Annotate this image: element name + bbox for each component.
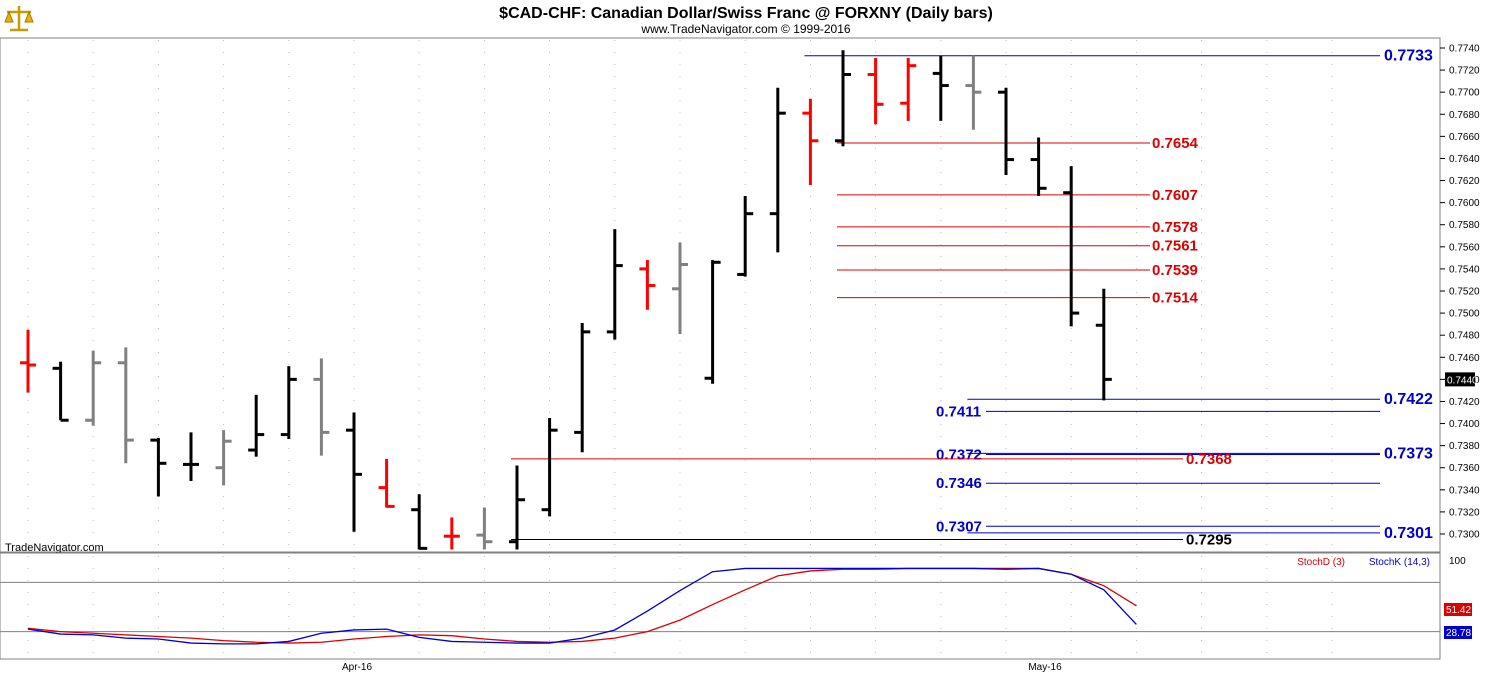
level-label: 0.7607 (1152, 187, 1198, 204)
ohlc-bar (737, 196, 754, 277)
level-label: 0.7368 (1186, 451, 1232, 468)
level-label: 0.7373 (1384, 445, 1433, 462)
stochastic-tick: 100 (1449, 556, 1466, 567)
price-panel (0, 37, 1441, 553)
y-tick-label: 0.7500 (1449, 309, 1480, 320)
ohlc-bar (574, 323, 591, 453)
price-levels: 0.7733 0.7654 0.7607 0.7578 0.7561 0.7539 0.75… (511, 48, 1433, 549)
ohlc-bar (769, 87, 786, 253)
level-label: 0.7422 (1384, 391, 1433, 408)
stochk-legend: StochK (14,3) (1369, 557, 1430, 568)
level-label: 0.7411 (936, 403, 981, 420)
y-tick-label: 0.7700 (1449, 88, 1480, 99)
ohlc-bar (183, 432, 199, 481)
ohlc-bar (1095, 288, 1112, 401)
level-label: 0.7578 (1152, 219, 1198, 236)
ohlc-bar (443, 517, 460, 550)
ohlc-bar (346, 412, 362, 532)
ohlc-bar (20, 329, 36, 393)
level-label: 0.7307 (936, 518, 982, 535)
last-price-badge: 0.7440 (1445, 372, 1478, 387)
y-tick-label: 0.7540 (1449, 264, 1480, 275)
stochd-value-badge: 51.42 (1444, 603, 1472, 616)
y-tick-label: 0.7680 (1449, 110, 1480, 121)
x-label-apr: Apr-16 (342, 662, 372, 673)
y-tick-label: 0.7460 (1449, 353, 1480, 364)
ohlc-bar (411, 494, 428, 550)
stochastic-lines (27, 567, 1137, 645)
y-tick-label: 0.7600 (1449, 198, 1480, 209)
chart-subtitle: www.TradeNavigator.com © 1999-2016 (640, 22, 850, 36)
ohlc-bar (280, 366, 297, 440)
ohlc-bar (704, 260, 721, 384)
price-axis: 0.7740 0.7720 0.7700 0.7680 0.7660 0.7640 0.76… (1440, 44, 1480, 541)
level-label: 0.7539 (1152, 262, 1198, 279)
ohlc-bar (965, 55, 982, 130)
ohlc-bar (52, 361, 69, 422)
level-label: 0.7301 (1384, 525, 1433, 542)
time-axis: Apr-16 May-16 (342, 662, 1062, 673)
ohlc-bars (20, 50, 1112, 550)
y-tick-label: 0.7620 (1449, 176, 1480, 187)
y-tick-label: 0.7400 (1449, 419, 1480, 430)
y-tick-label: 0.7380 (1449, 441, 1480, 452)
ohlc-bar (802, 98, 819, 185)
y-tick-label: 0.7520 (1449, 287, 1480, 298)
x-label-may: May-16 (1028, 662, 1062, 673)
ohlc-bar (85, 350, 102, 426)
level-label: 0.7514 (1152, 290, 1199, 307)
ohlc-bar (998, 87, 1014, 176)
ohlc-bar (117, 347, 134, 464)
ohlc-bar (248, 394, 265, 457)
stochd-last-value: 51.42 (1446, 605, 1471, 616)
level-label: 0.7346 (936, 475, 982, 492)
level-label: 0.7295 (1186, 532, 1232, 549)
ohlc-bar (932, 55, 949, 121)
stochastic-series-line (27, 567, 1137, 645)
y-tick-label: 0.7560 (1449, 242, 1480, 253)
ohlc-bar (1063, 166, 1080, 327)
stochd-legend: StochD (3) (1297, 557, 1345, 568)
ohlc-bar (313, 358, 330, 456)
y-tick-label: 0.7480 (1449, 331, 1480, 342)
y-tick-label: 0.7340 (1449, 485, 1480, 496)
ohlc-bar (835, 50, 851, 147)
logo-icon (4, 4, 34, 34)
ohlc-bar (378, 458, 395, 508)
y-tick-label: 0.7320 (1449, 507, 1480, 518)
last-price-label: 0.7440 (1447, 375, 1478, 386)
ohlc-bar (509, 465, 525, 550)
level-label: 0.7733 (1384, 48, 1433, 65)
y-tick-label: 0.7300 (1449, 530, 1480, 541)
ohlc-bar (215, 430, 232, 486)
y-tick-label: 0.7720 (1449, 66, 1480, 77)
ohlc-bar (541, 418, 558, 517)
ohlc-bar (639, 260, 656, 310)
price-grid (27, 40, 1333, 550)
y-tick-label: 0.7360 (1449, 463, 1480, 474)
ohlc-bar (1030, 137, 1047, 197)
ohlc-bar (900, 57, 917, 121)
level-label: 0.7654 (1152, 135, 1199, 152)
y-tick-label: 0.7420 (1449, 397, 1480, 408)
stochk-value-badge: 28.78 (1444, 626, 1472, 639)
ohlc-bar (150, 437, 167, 497)
ohlc-bar (606, 229, 623, 340)
level-label: 0.7561 (1152, 238, 1198, 255)
ohlc-bar (867, 57, 884, 125)
ohlc-bar (672, 242, 688, 335)
watermark-text: TradeNavigator.com (5, 542, 104, 554)
chart-title: $CAD-CHF: Canadian Dollar/Swiss Franc @ … (499, 5, 993, 22)
stochastic-grid (0, 556, 1440, 657)
stochk-last-value: 28.78 (1446, 628, 1471, 639)
y-tick-label: 0.7640 (1449, 154, 1480, 165)
y-tick-label: 0.7580 (1449, 220, 1480, 231)
level-label: 0.7372 (936, 446, 982, 463)
y-tick-label: 0.7740 (1449, 44, 1480, 55)
ohlc-bar (476, 507, 493, 550)
y-tick-label: 0.7660 (1449, 132, 1480, 143)
